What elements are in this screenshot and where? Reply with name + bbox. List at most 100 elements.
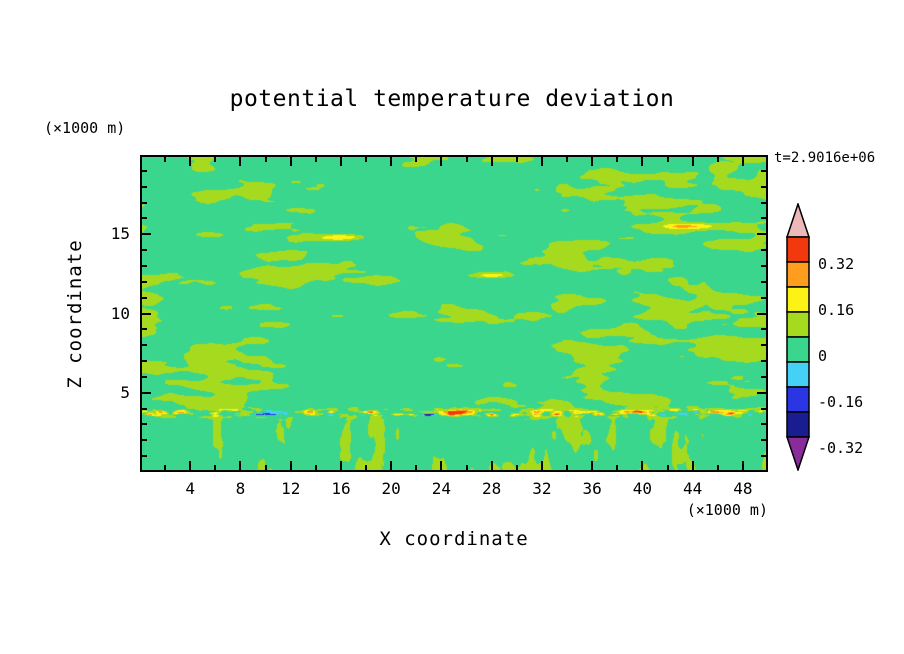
x-axis-minor-tick: [365, 465, 367, 470]
colorbar-label: 0.32: [818, 255, 855, 273]
x-axis-major-tick-top: [742, 157, 744, 166]
x-axis-unit-label: (×1000 m): [686, 501, 768, 519]
y-axis-minor-tick-right: [761, 344, 766, 346]
y-axis-minor-tick: [142, 328, 147, 330]
x-tick-label: 48: [733, 479, 753, 498]
y-axis-major-tick: [142, 233, 151, 235]
y-axis-minor-tick: [142, 265, 147, 267]
y-axis-minor-tick: [142, 297, 147, 299]
y-axis-minor-tick-right: [761, 186, 766, 188]
x-axis-major-tick: [189, 461, 191, 470]
colorbar-band: [786, 236, 810, 263]
y-axis-minor-tick: [142, 186, 147, 188]
x-tick-label: 32: [532, 479, 552, 498]
colorbar-band: [786, 286, 810, 313]
colorbar-label: -0.32: [818, 439, 864, 457]
colorbar-band: [786, 261, 810, 288]
y-axis-minor-tick-right: [761, 249, 766, 251]
x-axis-major-tick-top: [290, 157, 292, 166]
y-axis-minor-tick-right: [761, 170, 766, 172]
time-label: t=2.9016e+06: [774, 150, 876, 166]
colorbar-band: [786, 311, 810, 338]
x-axis-minor-tick-top: [466, 157, 468, 162]
plot-area: [140, 155, 768, 472]
y-axis-minor-tick-right: [761, 265, 766, 267]
x-axis-major-tick: [591, 461, 593, 470]
y-axis-major-tick-right: [757, 233, 766, 235]
x-axis-major-tick: [340, 461, 342, 470]
y-axis-minor-tick-right: [761, 439, 766, 441]
x-tick-label: 36: [582, 479, 602, 498]
y-axis-minor-tick-right: [761, 281, 766, 283]
x-axis-major-tick: [390, 461, 392, 470]
x-axis-minor-tick: [717, 465, 719, 470]
colorbar-label: 0.16: [818, 301, 855, 319]
y-tick-label: 10: [110, 303, 130, 323]
x-tick-label: 40: [632, 479, 653, 498]
y-axis-title: Z coordinate: [64, 239, 86, 389]
x-axis-major-tick: [692, 461, 694, 470]
y-axis-minor-tick-right: [761, 408, 766, 410]
y-axis-major-tick: [142, 392, 151, 394]
y-axis-minor-tick-right: [761, 376, 766, 378]
x-axis-minor-tick: [214, 465, 216, 470]
plot-frame: [140, 155, 768, 472]
y-axis-minor-tick: [142, 344, 147, 346]
x-tick-label: 16: [331, 479, 351, 498]
y-axis-minor-tick: [142, 249, 147, 251]
y-tick-label: 15: [110, 224, 130, 244]
x-axis-minor-tick-top: [616, 157, 618, 162]
y-axis-unit-label: (×1000 m): [44, 119, 126, 137]
x-axis-minor-tick-top: [516, 157, 518, 162]
colorbar-under-arrow: [785, 436, 811, 471]
x-axis-minor-tick-top: [164, 157, 166, 162]
y-axis-minor-tick: [142, 439, 147, 441]
y-axis-major-tick: [142, 313, 151, 315]
x-axis-minor-tick: [265, 465, 267, 470]
y-axis-minor-tick: [142, 202, 147, 204]
x-axis-major-tick-top: [541, 157, 543, 166]
x-axis-major-tick-top: [491, 157, 493, 166]
x-axis-major-tick-top: [440, 157, 442, 166]
y-axis-minor-tick: [142, 170, 147, 172]
x-tick-label: 4: [185, 479, 196, 498]
x-tick-label: 8: [235, 479, 246, 498]
x-axis-minor-tick-top: [566, 157, 568, 162]
x-axis-major-tick-top: [692, 157, 694, 166]
colorbar: [785, 203, 811, 471]
x-axis-minor-tick: [616, 465, 618, 470]
x-axis-minor-tick: [164, 465, 166, 470]
x-axis-minor-tick-top: [415, 157, 417, 162]
x-axis-major-tick: [491, 461, 493, 470]
x-axis-minor-tick: [315, 465, 317, 470]
chart-title: potential temperature deviation: [229, 86, 675, 112]
y-tick-label: 5: [120, 382, 130, 402]
y-axis-minor-tick: [142, 281, 147, 283]
x-axis-title: X coordinate: [379, 528, 529, 550]
x-tick-label: 12: [281, 479, 301, 498]
y-axis-minor-tick: [142, 376, 147, 378]
x-tick-label: 44: [682, 479, 703, 498]
x-tick-label: 28: [482, 479, 502, 498]
x-axis-major-tick: [742, 461, 744, 470]
x-axis-major-tick: [239, 461, 241, 470]
x-axis-minor-tick: [466, 465, 468, 470]
colorbar-band: [786, 411, 810, 438]
x-axis-minor-tick: [566, 465, 568, 470]
colorbar-band: [786, 361, 810, 388]
x-axis-major-tick-top: [390, 157, 392, 166]
y-axis-minor-tick-right: [761, 360, 766, 362]
x-axis-major-tick: [440, 461, 442, 470]
x-tick-label: 20: [381, 479, 401, 498]
x-axis-major-tick-top: [591, 157, 593, 166]
y-axis-minor-tick: [142, 455, 147, 457]
y-axis-minor-tick-right: [761, 328, 766, 330]
colorbar-band: [786, 336, 810, 363]
colorbar-band: [786, 386, 810, 413]
x-axis-minor-tick: [667, 465, 669, 470]
x-tick-label: 24: [431, 479, 452, 498]
x-axis-major-tick-top: [340, 157, 342, 166]
y-axis-minor-tick-right: [761, 455, 766, 457]
y-axis-major-tick-right: [757, 392, 766, 394]
